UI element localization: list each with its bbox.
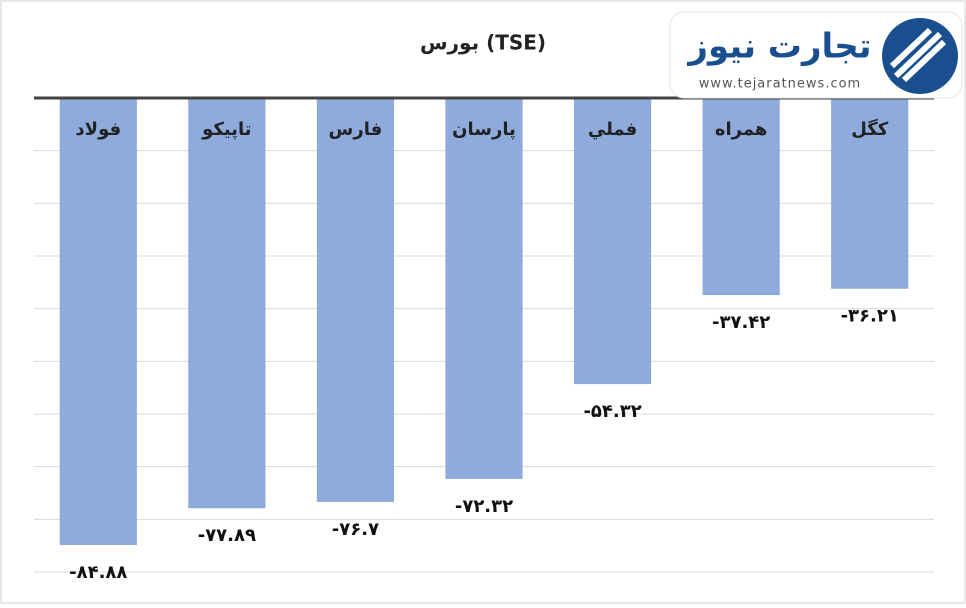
- value-label: -۵۴.۳۲: [583, 401, 641, 422]
- category-label: تاپیکو: [201, 119, 251, 140]
- chart-title: بورس (TSE): [420, 31, 546, 55]
- category-label: پارسان: [452, 119, 516, 140]
- bar: [831, 98, 909, 289]
- value-label: -۳۶.۲۱: [841, 306, 899, 327]
- logo-name: تجارت نیوز: [686, 27, 871, 67]
- value-label: -۸۴.۸۸: [69, 562, 127, 583]
- value-label: -۷۲.۳۲: [455, 496, 513, 517]
- bar: [574, 98, 652, 385]
- value-label: -۷۷.۸۹: [198, 525, 256, 546]
- category-label: فملي: [588, 119, 637, 140]
- logo-url: www.tejaratnews.com: [699, 77, 861, 92]
- bar: [445, 98, 523, 479]
- logo: تجارت نیوز www.tejaratnews.com: [669, 11, 963, 99]
- logo-stripes: [889, 27, 947, 83]
- value-label: -۳۷.۴۲: [712, 312, 770, 333]
- value-label: -۷۶.۷: [332, 519, 379, 540]
- category-label: کگل: [851, 118, 889, 140]
- category-label: فارس: [329, 119, 383, 140]
- bar: [702, 98, 780, 296]
- bar: [59, 98, 137, 546]
- category-label: فولاد: [75, 119, 121, 140]
- bar: [316, 98, 394, 502]
- bar: [188, 98, 266, 509]
- category-label: همراه: [715, 119, 768, 140]
